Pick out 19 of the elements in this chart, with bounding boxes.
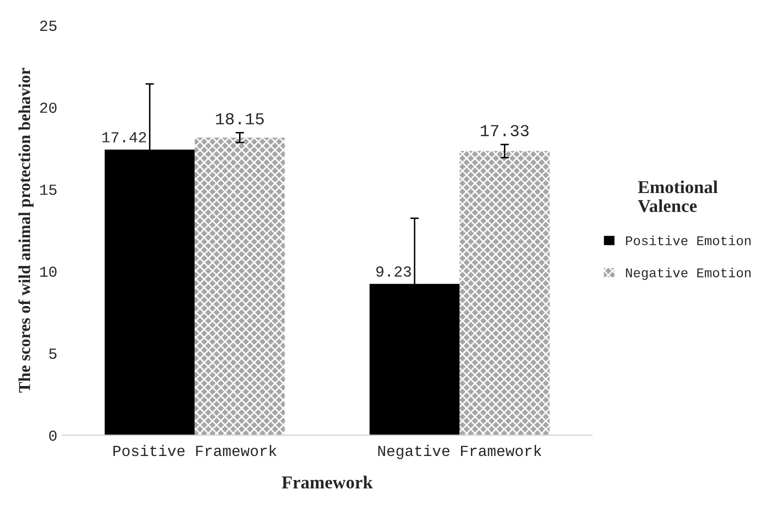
legend-label: Positive Emotion [626,236,751,246]
x-axis-title: Framework [282,476,373,488]
data-label: 18.15 [216,113,264,124]
legend-label: Negative Emotion [626,268,751,280]
data-label: 17.33 [480,124,529,136]
data-label: 17.42 [102,132,146,142]
legend-title: Emotional Valence [638,180,718,212]
bar [194,138,285,436]
bar [460,151,550,436]
data-label: 9.23 [376,266,411,277]
x-tick-label: Negative Framework [378,444,542,460]
x-tick-label: Positive Framework [113,444,276,456]
y-tick-label: 20 [40,102,57,113]
y-tick-label: 25 [40,20,56,31]
y-tick-label: 10 [40,266,57,277]
y-axis-title: The scores of wild animal protection behavior [18,68,34,393]
y-tick-label: 15 [40,184,56,195]
y-tick-label: 5 [49,348,56,359]
y-tick-label: 0 [49,430,57,441]
